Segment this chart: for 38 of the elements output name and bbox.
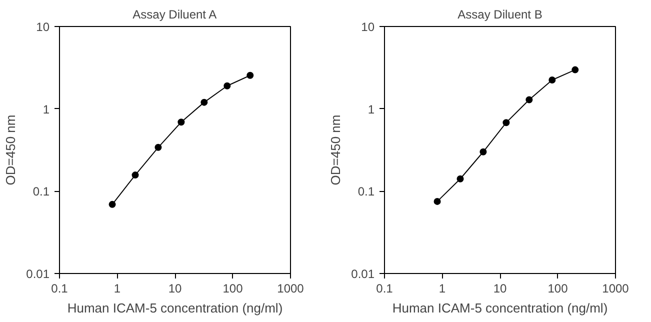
- x-tick-label: 1: [438, 282, 446, 296]
- x-tick-label: 0.1: [51, 282, 68, 296]
- x-tick-label: 10: [493, 282, 507, 296]
- point: [548, 76, 556, 84]
- y-tick-label: 0.01: [26, 267, 50, 281]
- point: [108, 200, 116, 208]
- point: [434, 198, 441, 205]
- x-tick-label: 10: [168, 282, 182, 296]
- point: [246, 72, 254, 79]
- y-tick-label: 1: [42, 102, 50, 116]
- y-axis-title: OD=450 nm: [328, 114, 344, 186]
- y-tick-label: 0.1: [358, 184, 375, 199]
- point: [480, 148, 487, 156]
- point: [502, 119, 510, 126]
- x-tick-label: 1: [114, 282, 121, 296]
- point: [456, 175, 464, 182]
- y-tick-label: 0.1: [32, 184, 50, 199]
- y-tick-label: 10: [361, 20, 375, 34]
- x-axis-title: Human ICAM-5 concentration (ng/ml): [67, 300, 283, 316]
- point: [132, 172, 139, 179]
- point: [200, 98, 208, 106]
- x-tick-label: 1000: [277, 282, 304, 296]
- x-tick-label: 0.1: [376, 282, 394, 296]
- y-tick-label: 1: [368, 102, 375, 116]
- point: [224, 82, 231, 90]
- x-tick-label: 1000: [602, 282, 630, 296]
- x-tick-label: 100: [548, 282, 568, 296]
- chart-title: Assay Diluent B: [458, 8, 542, 22]
- point: [178, 118, 185, 126]
- point: [154, 144, 162, 151]
- y-tick-label: 0.01: [351, 267, 375, 281]
- x-axis-title: Human ICAM-5 concentration (ng/ml): [392, 300, 608, 316]
- chart-title: Assay Diluent A: [132, 8, 217, 22]
- point: [572, 66, 579, 74]
- y-tick-label: 10: [36, 20, 50, 34]
- point: [526, 96, 533, 104]
- x-tick-label: 100: [222, 282, 244, 296]
- y-axis-title: OD=450 nm: [3, 114, 18, 186]
